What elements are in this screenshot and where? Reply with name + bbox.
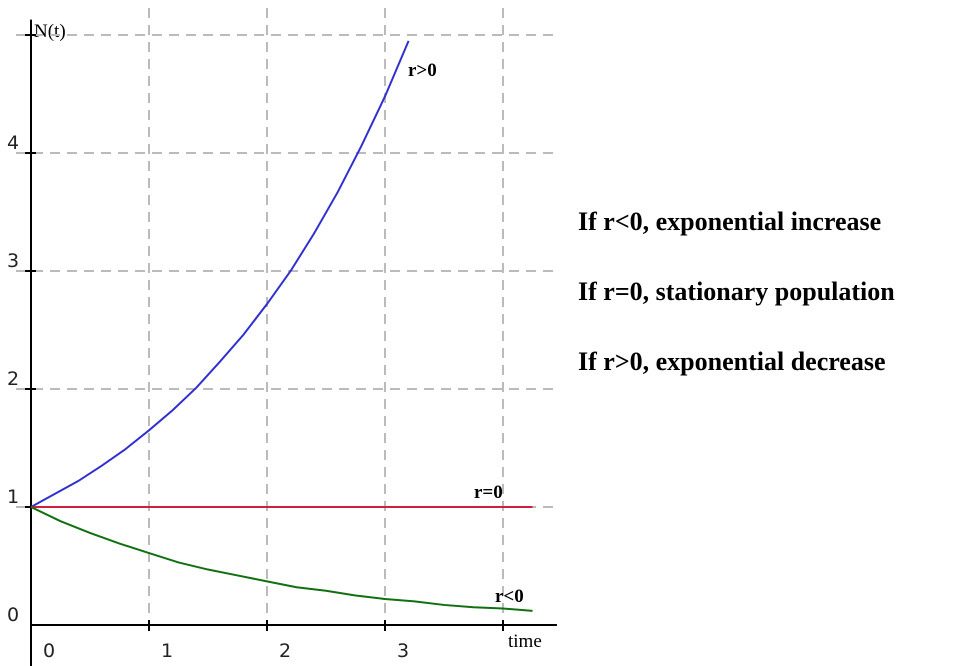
y-tick-label: 0 xyxy=(7,604,19,626)
y-tick-label: 2 xyxy=(7,368,19,390)
x-tick-label: 2 xyxy=(279,640,291,662)
x-axis-label: time xyxy=(508,631,542,652)
note: If r>0, exponential decrease xyxy=(578,347,886,376)
x-tick-label: 0 xyxy=(43,640,55,662)
series-label: r>0 xyxy=(408,60,437,81)
y-tick-label: 3 xyxy=(7,250,19,272)
x-tick-label: 1 xyxy=(161,640,173,662)
note: If r<0, exponential increase xyxy=(578,207,881,236)
x-tick-label: 3 xyxy=(397,640,409,662)
y-tick-label: 4 xyxy=(7,132,19,154)
series-label: r=0 xyxy=(474,482,503,503)
series-line xyxy=(30,506,533,612)
y-axis-label: N(t) xyxy=(34,21,66,42)
notes: If r<0, exponential increase If r=0, stat… xyxy=(578,207,895,376)
y-tick-label: 1 xyxy=(7,486,19,508)
series-line xyxy=(30,40,410,508)
note: If r=0, stationary population xyxy=(578,277,895,306)
series-label: r<0 xyxy=(495,586,524,607)
